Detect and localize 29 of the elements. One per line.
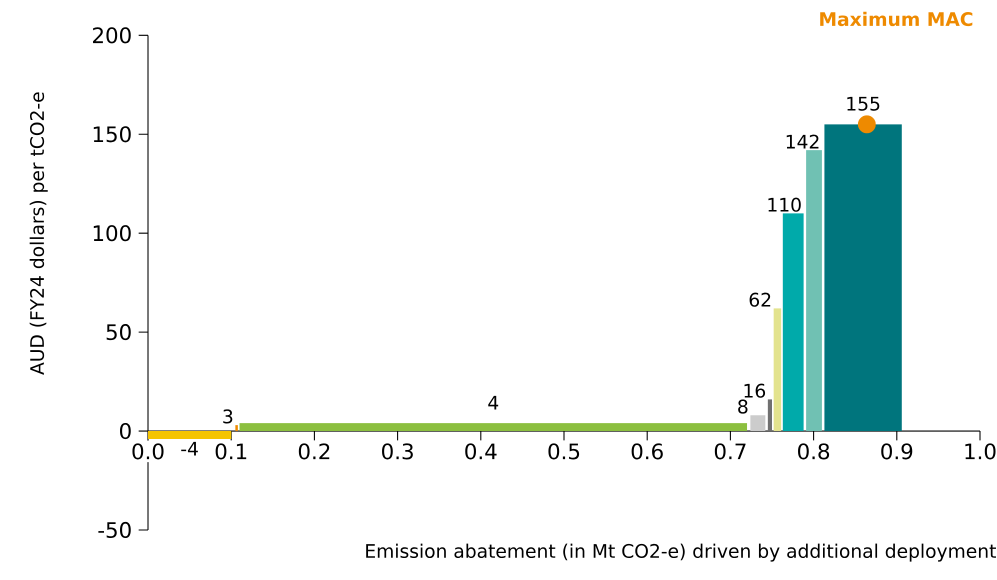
data-label: 155 <box>847 96 880 111</box>
x-tick-label: 0.9 <box>881 443 912 460</box>
data-label: 142 <box>786 134 818 148</box>
x-tick-label: 0.4 <box>465 443 497 460</box>
y-tick-label: 150 <box>94 126 131 142</box>
x-tick-label: 0.7 <box>714 443 746 460</box>
y-axis-title: AUD (FY24 dollars) per tCO2-e <box>30 92 48 375</box>
text: Maximum MAC <box>820 12 972 26</box>
y-tick-label: 0 <box>120 422 131 440</box>
data-label: 110 <box>768 198 801 212</box>
x-tick-label: 0.2 <box>298 443 330 460</box>
x-tick-label: 0.0 <box>132 443 164 460</box>
data-label: 8 <box>738 399 748 414</box>
x-tick-label: 0.3 <box>382 443 413 460</box>
y-tick-label: 50 <box>106 324 131 340</box>
data-label: 4 <box>488 396 498 410</box>
y-tick-label: 100 <box>94 225 131 242</box>
x-tick-label: 0.8 <box>798 443 830 460</box>
x-tick-label: 1.0 <box>965 443 996 460</box>
y-tick-label: 200 <box>93 27 131 44</box>
x-axis-title: Emission abatement (in Mt CO2-e) driven by additional deployment <box>366 544 996 562</box>
data-label: 16 <box>744 384 766 398</box>
data-label: -4 <box>181 442 198 456</box>
data-label: 62 <box>750 292 770 307</box>
x-tick-label: 0.6 <box>632 443 663 460</box>
x-tick-label: 0.5 <box>548 443 580 460</box>
data-label: 3 <box>223 409 232 424</box>
y-tick-label: -50 <box>98 522 131 538</box>
x-tick-label: 0.1 <box>216 443 246 460</box>
